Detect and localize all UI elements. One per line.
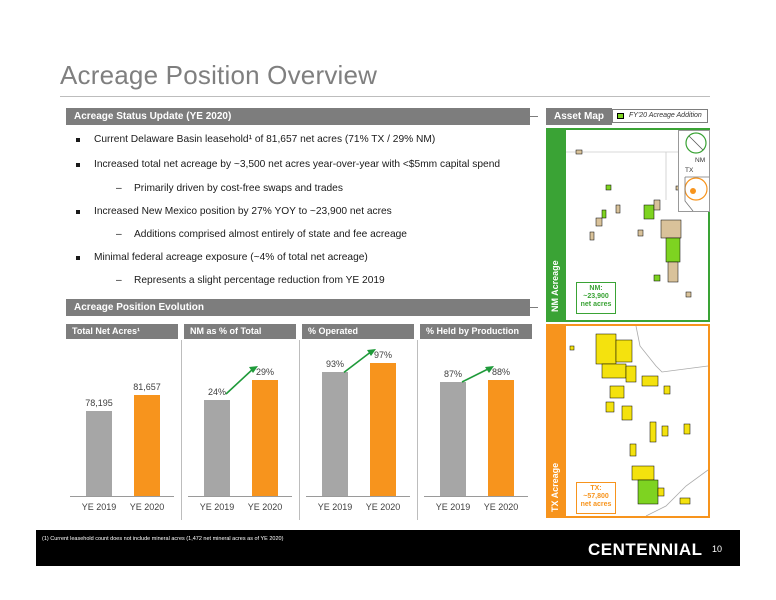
sub-bullet-text: Primarily driven by cost-free swaps and …: [134, 183, 343, 194]
data-label: 88%: [491, 367, 510, 377]
bullet-text: Current Delaware Basin leasehold¹ of 81,…: [94, 134, 436, 145]
nm-callout-line: ~23,900: [583, 293, 609, 300]
company-logo: CENTENNIAL: [588, 540, 703, 559]
x-tick-label: YE 2019: [317, 502, 353, 512]
data-label: 24%: [207, 387, 226, 397]
square-bullet-icon: [76, 163, 80, 167]
status-header-line: [530, 116, 538, 117]
chart-separator: [181, 340, 182, 520]
x-tick-label: YE 2020: [129, 502, 165, 512]
tx-map-svg: [569, 325, 709, 517]
data-label: 93%: [325, 359, 344, 370]
bar-ye-2020: [488, 380, 514, 496]
sub-bullet-text: Additions comprised almost entirely of s…: [134, 229, 407, 240]
chart-baseline: [188, 496, 292, 497]
map-legend: FY'20 Acreage Addition: [612, 109, 708, 123]
tx-callout-line: ~57,800: [583, 493, 609, 500]
chart-baseline: [424, 496, 528, 497]
page-number: 10: [712, 544, 723, 554]
x-tick-label: YE 2019: [199, 502, 235, 512]
tx-callout-line: TX:: [590, 485, 602, 492]
asset-map-header: Asset Map: [546, 108, 612, 125]
bar-ye-2020: [370, 363, 396, 496]
evolution-header: Acreage Position Evolution: [66, 299, 530, 316]
x-tick-label: YE 2020: [247, 502, 283, 512]
chart-separator: [417, 340, 418, 520]
acreage-addition-swatch-icon: [617, 113, 624, 119]
growth-arrow-icon: [343, 349, 376, 373]
inset-nm-label: NM: [695, 157, 706, 164]
bar-ye-2019: [322, 372, 348, 496]
chart-baseline: [306, 496, 410, 497]
data-label: 29%: [255, 367, 274, 377]
tx-acreage-label: TX Acreage: [550, 462, 560, 512]
data-label: 87%: [443, 369, 462, 379]
footer-bar: [36, 530, 740, 566]
data-label: 97%: [373, 350, 392, 360]
title-rule: [60, 96, 710, 97]
chart-title: Total Net Acres¹: [66, 324, 178, 339]
nm-callout-line: net acres: [580, 301, 612, 308]
bar-ye-2020: [252, 380, 278, 496]
nm-callout: NM: ~23,900 net acres: [576, 282, 616, 314]
bar-ye-2019: [204, 400, 230, 496]
chart-title: % Held by Production: [420, 324, 532, 339]
square-bullet-icon: [76, 256, 80, 260]
bullet-text: Minimal federal acreage exposure (~4% of…: [94, 252, 368, 263]
inset-locator-map: NM TX: [678, 130, 710, 212]
legend-label: FY'20 Acreage Addition: [629, 112, 702, 119]
inset-map-svg: [684, 132, 709, 212]
tx-callout-line: net acres: [580, 501, 612, 508]
x-tick-label: YE 2019: [81, 502, 117, 512]
x-tick-label: YE 2020: [365, 502, 401, 512]
bullet-text: Increased total net acreage by ~3,500 ne…: [94, 159, 501, 170]
nm-acreage-label: NM Acreage: [550, 260, 560, 312]
growth-arrow-icon: [461, 366, 494, 383]
bar-ye-2019: [440, 382, 466, 496]
tx-acreage-panel: TX Acreage TX: ~57,800 net acres: [546, 324, 710, 518]
growth-arrow-icon: [225, 366, 258, 395]
bullet-text: Increased New Mexico position by 27% YOY…: [94, 206, 392, 217]
x-tick-label: YE 2020: [483, 502, 519, 512]
evolution-header-line: [530, 307, 538, 308]
bar-ye-2020: [134, 394, 160, 496]
bar-ye-2019: [86, 411, 112, 496]
dash-bullet-icon: –: [116, 229, 122, 240]
chart-separator: [299, 340, 300, 520]
data-label: 78,195: [85, 398, 113, 409]
nm-callout-line: NM:: [589, 285, 603, 292]
nm-map-svg: [566, 149, 708, 298]
dash-bullet-icon: –: [116, 183, 122, 194]
page-title: Acreage Position Overview: [60, 60, 378, 90]
inset-tx-label: TX: [685, 167, 694, 174]
status-header: Acreage Status Update (YE 2020): [66, 108, 530, 125]
dash-bullet-icon: –: [116, 275, 122, 286]
x-tick-label: YE 2019: [435, 502, 471, 512]
chart-baseline: [70, 496, 174, 497]
sub-bullet-text: Represents a slight percentage reduction…: [134, 275, 385, 286]
data-label: 81,657: [133, 381, 161, 392]
chart-title: % Operated: [302, 324, 414, 339]
chart-title: NM as % of Total: [184, 324, 296, 339]
tx-callout: TX: ~57,800 net acres: [576, 482, 616, 514]
square-bullet-icon: [76, 138, 80, 142]
square-bullet-icon: [76, 210, 80, 214]
footnote: (1) Current leasehold count does not inc…: [42, 536, 284, 542]
